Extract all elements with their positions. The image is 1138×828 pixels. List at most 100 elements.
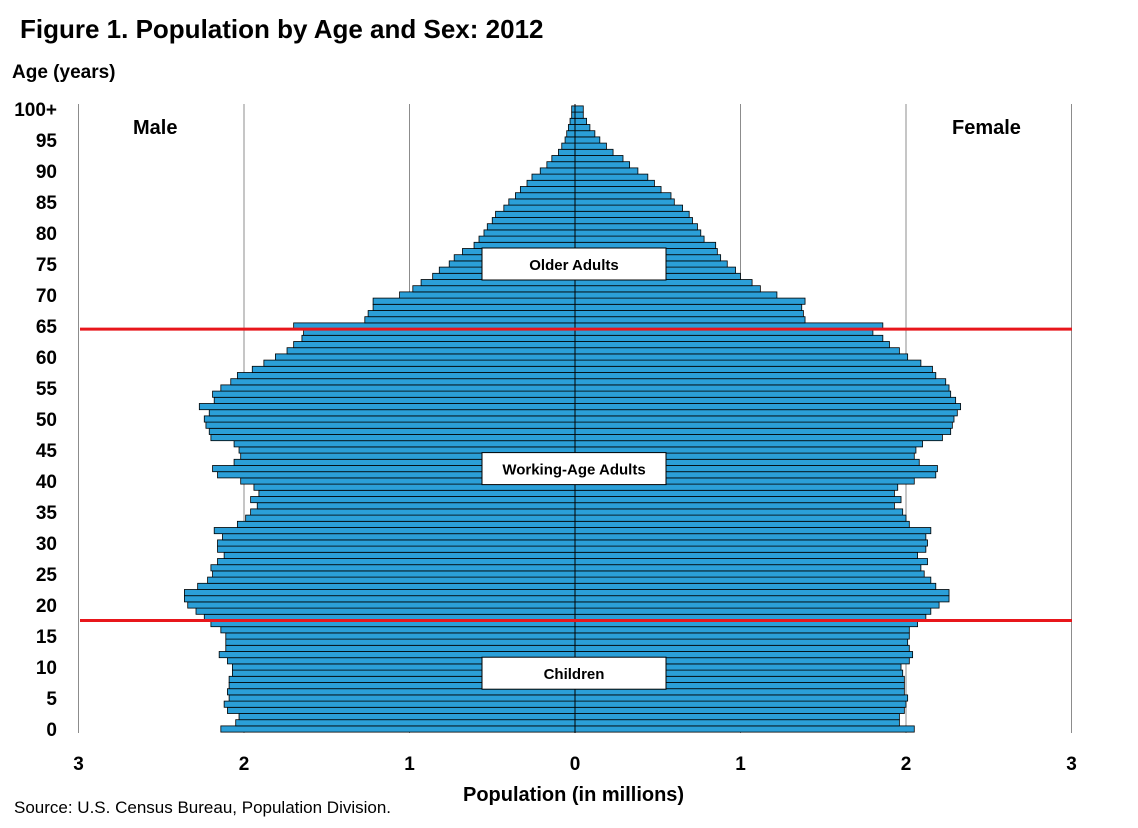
y-tick-label: 0 [46,720,57,741]
chart-title: Figure 1. Population by Age and Sex: 201… [20,14,544,44]
bar-female-age-32 [574,527,932,535]
age-group-labels: Older Adults Working-Age Adults Children [481,247,667,690]
x-tick-label: 3 [1066,754,1077,775]
bar-female-age-48 [574,427,952,435]
bar-female-age-22 [574,589,950,597]
bar-female-age-1 [574,719,900,727]
bar-female-age-62 [574,341,890,349]
bar-female-age-26 [574,564,922,572]
bar-male-age-5 [228,694,576,702]
bar-female-age-67 [574,310,804,318]
bar-male-age-89 [531,173,576,181]
y-tick-label: 70 [36,286,57,307]
y-axis-title: Age (years) [12,62,116,83]
bar-male-age-51 [208,409,576,417]
bar-male-age-49 [205,421,576,429]
bar-male-age-67 [367,310,576,318]
bar-male-age-19 [195,607,576,615]
source-note: Source: U.S. Census Bureau, Population D… [14,798,392,817]
bar-female-age-69 [574,297,806,305]
bar-female-age-88 [574,179,655,187]
bar-female-age-95 [574,136,601,144]
y-tick-label: 75 [36,255,58,276]
y-tick-label: 10 [36,658,57,679]
bar-female-age-46 [574,440,923,448]
bar-female-age-5 [574,694,909,702]
bar-male-age-82 [491,217,576,225]
bar-female-age-57 [574,372,937,380]
x-tick-label: 2 [901,754,912,775]
age-group-label: Working-Age Adults [502,462,645,479]
bar-female-age-96 [574,130,596,138]
bar-female-age-53 [574,396,957,404]
bar-male-age-34 [245,514,576,522]
bar-male-age-68 [372,303,576,311]
bar-male-age-81 [486,223,576,231]
y-tick-label: 90 [36,162,57,183]
x-tick-label: 0 [570,754,581,775]
bar-female-age-4 [574,700,907,708]
y-tick-label: 5 [46,689,57,710]
bar-male-age-53 [213,396,576,404]
bar-female-age-83 [574,210,690,218]
bar-male-age-54 [212,390,576,398]
bar-male-age-31 [222,533,576,541]
bar-female-age-50 [574,415,955,423]
bar-male-age-97 [567,124,576,132]
bar-male-age-85 [508,198,576,206]
bar-female-age-21 [574,595,950,603]
bar-male-age-23 [197,582,576,590]
x-tick-labels: 3 2 1 0 1 2 3 [73,754,1077,775]
bar-female-age-99 [574,111,584,119]
bar-male-age-1 [235,719,576,727]
y-tick-label: 50 [36,410,57,431]
bar-male-age-48 [208,427,576,435]
bar-male-age-29 [217,545,576,553]
age-group-box-bg [481,247,667,281]
age-group-box-bg [481,656,667,690]
y-tick-label: 15 [36,627,58,648]
bar-female-age-29 [574,545,927,553]
bar-male-age-55 [220,384,576,392]
bar-female-age-90 [574,167,639,175]
bar-female-age-100 [574,105,584,113]
bar-male-age-93 [558,148,576,156]
bar-female-age-86 [574,192,672,200]
bar-female-age-24 [574,576,932,584]
bar-male-age-79 [478,235,576,243]
bar-female-age-51 [574,409,958,417]
bar-male-age-3 [227,706,576,714]
bar-female-age-58 [574,365,933,373]
bar-female-age-23 [574,582,937,590]
bar-male-age-57 [236,372,576,380]
bar-female-age-16 [574,626,910,634]
x-tick-label: 2 [239,754,250,775]
bar-male-age-25 [212,570,576,578]
bar-male-age-50 [203,415,576,423]
y-tick-label: 25 [36,565,58,586]
y-tick-label: 20 [36,596,57,617]
bar-male-age-37 [250,496,576,504]
bar-male-age-80 [483,229,576,237]
bar-female-age-80 [574,229,702,237]
bar-female-age-13 [574,644,910,652]
bar-female-age-87 [574,186,662,194]
y-tick-label: 55 [36,379,58,400]
bar-male-age-36 [256,502,576,510]
bar-female-age-15 [574,632,910,640]
bar-female-age-55 [574,384,950,392]
bar-female-age-94 [574,142,607,150]
age-group-box: Older Adults [481,247,667,281]
bar-female-age-14 [574,638,909,646]
y-tick-label: 95 [36,131,58,152]
bar-female-age-31 [574,533,927,541]
x-tick-label: 3 [73,754,84,775]
bar-male-age-90 [539,167,576,175]
bar-male-age-91 [546,161,576,169]
bar-male-age-0 [220,725,576,733]
bar-female-age-82 [574,217,693,225]
bar-male-age-69 [372,297,576,305]
bar-male-age-33 [236,520,576,528]
y-tick-label: 35 [36,503,58,524]
